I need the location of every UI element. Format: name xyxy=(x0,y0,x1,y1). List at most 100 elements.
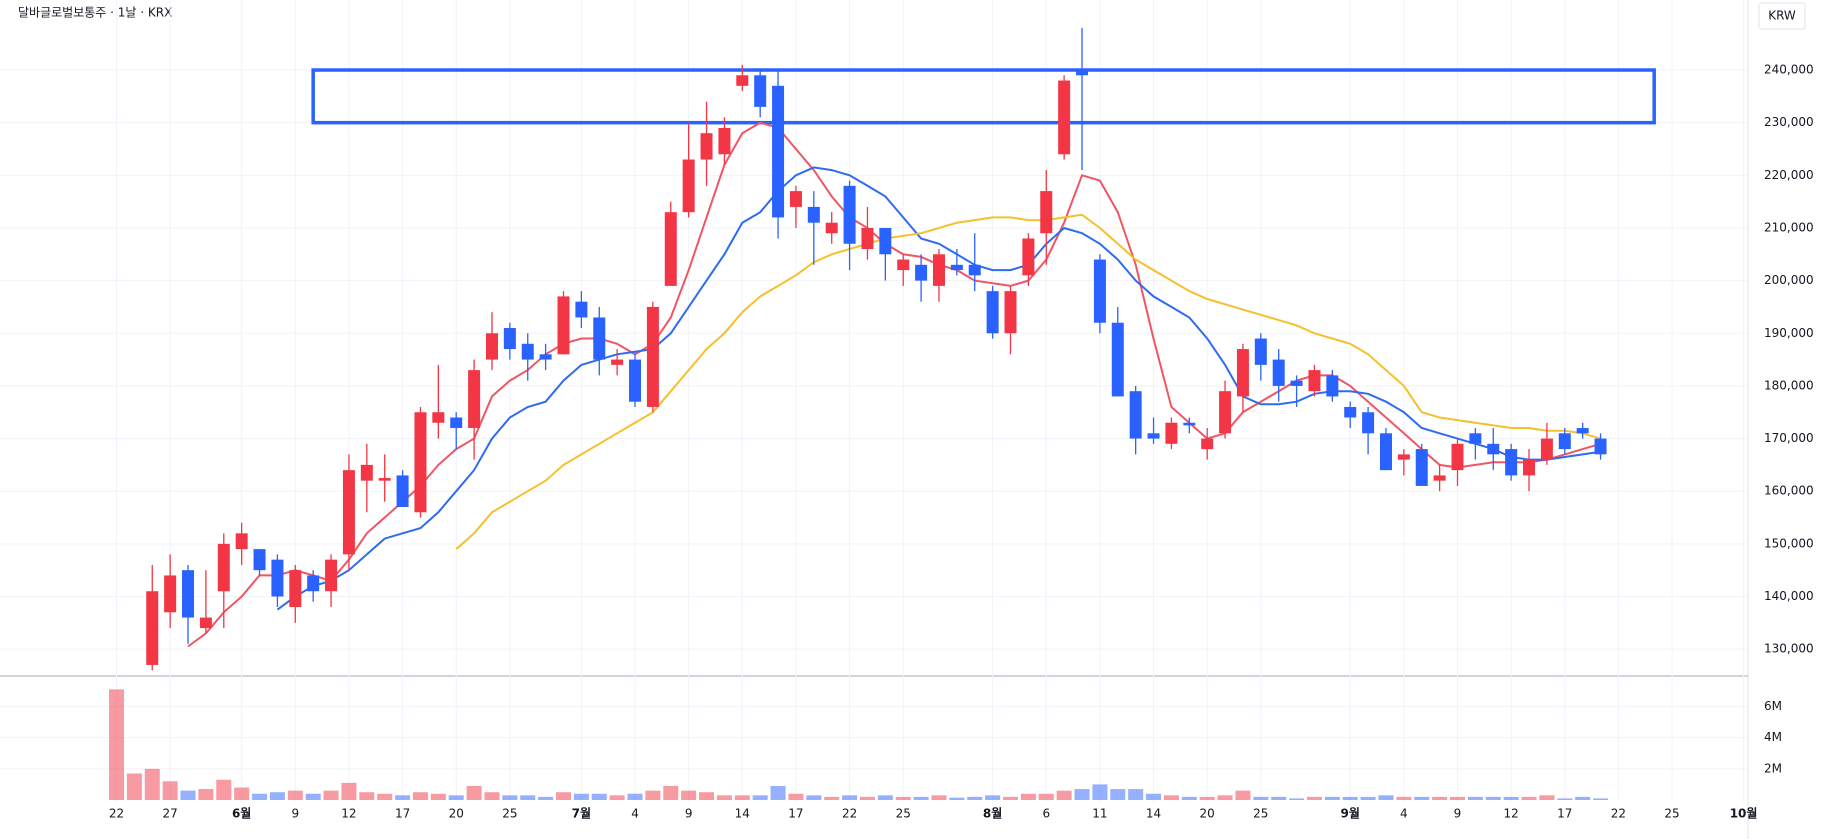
candle-body xyxy=(736,75,749,86)
volume-bar xyxy=(323,790,339,800)
candle-body xyxy=(1469,433,1482,444)
volume-bar xyxy=(198,789,214,800)
volume-bar xyxy=(1289,798,1305,800)
volume-bar xyxy=(1038,793,1054,800)
y-tick-label: 150,000 xyxy=(1764,536,1814,550)
volume-bar xyxy=(591,793,607,800)
candle-body xyxy=(1558,433,1571,450)
x-tick-label: 6월 xyxy=(232,806,251,821)
candle-body xyxy=(253,549,266,571)
volume-bar xyxy=(1503,796,1519,800)
volume-bar xyxy=(877,795,893,800)
volume-bar xyxy=(1128,789,1144,800)
candle-body xyxy=(968,264,981,276)
candle-body xyxy=(1523,459,1536,476)
candle-body xyxy=(1111,322,1124,397)
y-tick-label: 240,000 xyxy=(1764,63,1814,77)
candle-body xyxy=(1308,370,1321,392)
x-tick-label: 27 xyxy=(162,807,177,821)
x-tick-label: 25 xyxy=(502,807,517,821)
candle-body xyxy=(1326,375,1339,397)
volume-bar xyxy=(770,785,786,800)
candle-body xyxy=(1004,291,1017,334)
volume-bar xyxy=(1271,796,1287,800)
x-tick-label: 14 xyxy=(735,807,750,821)
candle-body xyxy=(754,75,767,107)
x-tick-label: 17 xyxy=(788,807,803,821)
candle-body xyxy=(432,412,445,423)
volume-bar xyxy=(1575,796,1591,800)
candle-body xyxy=(1236,349,1249,397)
volume-bar xyxy=(109,689,124,800)
candle-body xyxy=(950,264,963,271)
volume-bar xyxy=(1003,796,1018,800)
candle-body xyxy=(789,191,802,207)
candle-body xyxy=(664,212,677,286)
volume-bar xyxy=(1056,790,1072,800)
candle-body xyxy=(217,543,230,592)
candle-body xyxy=(485,333,498,360)
volume-bar xyxy=(895,796,911,800)
candle-body xyxy=(1344,406,1357,418)
currency-label[interactable]: KRW xyxy=(1768,9,1796,23)
candle-body xyxy=(1487,443,1500,455)
candle-body xyxy=(1183,422,1196,426)
x-tick-label: 10월 xyxy=(1730,806,1758,821)
candle-body xyxy=(468,370,481,429)
candle-body xyxy=(1594,438,1607,455)
candle-body xyxy=(557,296,570,355)
volume-bar xyxy=(1020,793,1036,800)
volume-tick-label: 4M xyxy=(1764,730,1782,744)
candle-body xyxy=(1576,428,1589,434)
volume-bar xyxy=(162,781,178,800)
volume-bar xyxy=(967,796,983,800)
candle-body xyxy=(825,222,838,234)
y-tick-label: 230,000 xyxy=(1764,115,1814,129)
y-tick-label: 180,000 xyxy=(1764,378,1814,392)
volume-bar xyxy=(1378,795,1394,800)
x-tick-label: 8월 xyxy=(983,806,1002,821)
volume-bar xyxy=(859,796,875,800)
candle-body xyxy=(164,575,177,613)
volume-bar xyxy=(663,785,679,800)
volume-bar xyxy=(144,768,160,800)
volume-bar xyxy=(1539,795,1555,800)
volume-bar xyxy=(1342,796,1358,800)
currency-button[interactable] xyxy=(1758,2,1806,30)
volume-bar xyxy=(734,795,750,800)
candle-body xyxy=(1201,438,1214,450)
volume-bar xyxy=(949,797,965,800)
candle-body xyxy=(879,227,892,255)
y-tick-label: 130,000 xyxy=(1764,642,1814,656)
volume-bar xyxy=(1521,796,1537,800)
candle-body xyxy=(575,301,588,318)
candle-body xyxy=(1433,475,1446,481)
volume-bar xyxy=(788,793,804,800)
volume-bar xyxy=(502,795,518,800)
moving-average-line xyxy=(276,166,1601,611)
candle-body xyxy=(718,127,731,155)
volume-bar xyxy=(1414,796,1430,800)
candle-body xyxy=(342,470,355,555)
x-tick-label: 20 xyxy=(1200,807,1215,821)
candle-body xyxy=(1165,422,1178,444)
volume-bar xyxy=(824,796,840,800)
volume-bar xyxy=(609,795,625,800)
volume-bar xyxy=(699,792,715,800)
x-tick-label: 25 xyxy=(896,807,911,821)
x-tick-label: 12 xyxy=(341,807,356,821)
y-tick-label: 160,000 xyxy=(1764,484,1814,498)
candle-body xyxy=(1415,449,1428,486)
volume-bar xyxy=(430,793,446,800)
volume-bar xyxy=(1467,796,1483,800)
volume-bar xyxy=(806,795,822,800)
volume-bar xyxy=(216,779,232,800)
candle-body xyxy=(360,464,373,481)
x-tick-label: 11 xyxy=(1092,807,1107,821)
y-tick-label: 190,000 xyxy=(1764,326,1814,340)
volume-bar xyxy=(1360,796,1376,800)
candle-body xyxy=(1022,238,1035,276)
y-tick-label: 200,000 xyxy=(1764,273,1814,287)
candle-body xyxy=(414,412,427,513)
